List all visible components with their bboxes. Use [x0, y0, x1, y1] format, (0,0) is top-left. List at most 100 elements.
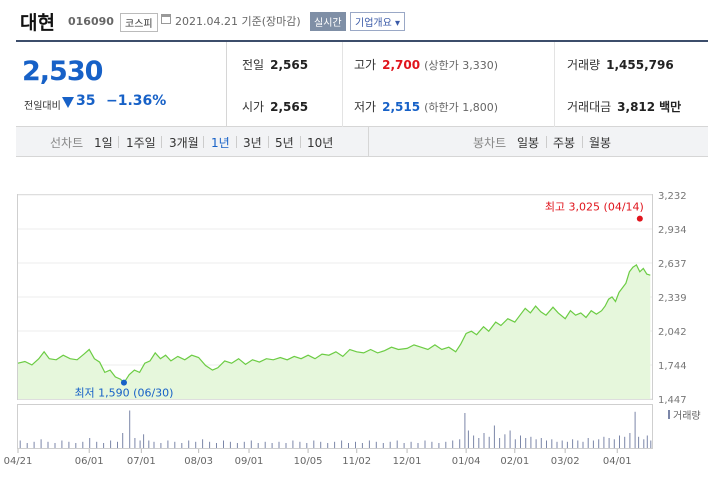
- amount-unit: 백만: [659, 100, 682, 114]
- volume-bar: [117, 441, 118, 449]
- volume-bar: [257, 443, 259, 448]
- amount-label: 거래대금: [567, 100, 612, 114]
- volume-bar: [223, 440, 224, 448]
- volume-bar: [619, 435, 620, 448]
- stock-name: 대현: [20, 12, 55, 34]
- volume-bar: [96, 441, 98, 449]
- tab-daily[interactable]: 일봉: [517, 136, 540, 150]
- prev-close: 전일 2,565: [242, 56, 308, 73]
- x-tick-label: 03/02: [551, 456, 580, 467]
- volume-bar: [382, 443, 384, 448]
- volume-bar: [82, 441, 84, 449]
- volume-bar: [478, 438, 480, 448]
- volume-value: 1,455,796: [606, 58, 674, 72]
- volume-bar: [634, 411, 636, 449]
- tab-1w[interactable]: 1주일: [126, 136, 156, 150]
- volume: 거래량 1,455,796: [567, 56, 674, 73]
- x-tick-label: 08/03: [184, 456, 213, 467]
- y-tick-label: 2,637: [658, 259, 687, 270]
- calendar-icon: [161, 14, 171, 24]
- y-tick-label: 3,232: [658, 191, 687, 202]
- volume-label: 거래량: [567, 58, 601, 72]
- divider: [342, 42, 343, 127]
- high-price: 고가 2,700 (상한가 3,330): [354, 56, 498, 73]
- prev-close-label: 전일: [242, 58, 265, 72]
- tab-1d[interactable]: 1일: [94, 136, 113, 150]
- low-annotation: 최저 1,590 (06/30): [74, 387, 173, 400]
- volume-bar: [643, 439, 645, 449]
- tab-3y[interactable]: 3년: [243, 136, 262, 150]
- volume-bar: [122, 433, 124, 448]
- volume-bar: [148, 440, 150, 448]
- volume-bar: [278, 441, 280, 449]
- volume-bar: [236, 443, 238, 448]
- y-tick-label: 1,744: [658, 361, 687, 372]
- tab-1y[interactable]: 1년: [211, 136, 230, 150]
- volume-bar: [572, 439, 574, 449]
- volume-bar: [603, 436, 605, 449]
- tab-monthly[interactable]: 월봉: [589, 136, 612, 150]
- tab-separator: [203, 136, 204, 148]
- volume-bar: [195, 441, 197, 449]
- volume-bar: [216, 443, 217, 448]
- volume-bar: [473, 435, 475, 448]
- volume-bar: [530, 436, 532, 449]
- volume-bar: [139, 440, 141, 448]
- corp-info-dropdown[interactable]: 기업개요 ▾: [350, 12, 405, 31]
- volume-bar: [464, 413, 466, 448]
- volume-bar: [504, 434, 506, 449]
- volume-legend-swatch: [668, 410, 670, 419]
- prev-close-value: 2,565: [270, 58, 309, 72]
- price-area: [18, 264, 651, 399]
- volume-bar: [264, 441, 266, 449]
- x-tick-label: 11/02: [342, 456, 371, 467]
- amount-value: 3,812: [617, 100, 656, 114]
- x-tick-label: 01/04: [452, 456, 481, 467]
- low-label: 저가: [354, 100, 377, 114]
- volume-bar: [68, 441, 70, 449]
- volume-bar: [499, 438, 501, 448]
- tab-separator: [118, 136, 119, 148]
- volume-bar: [514, 439, 516, 449]
- y-tick-label: 1,447: [658, 395, 687, 406]
- volume-bar: [459, 439, 461, 449]
- tab-3m[interactable]: 3개월: [169, 136, 199, 150]
- tab-separator: [300, 136, 301, 148]
- open-value: 2,565: [270, 100, 309, 114]
- volume-bar: [313, 440, 315, 448]
- volume-bar: [306, 443, 308, 448]
- volume-bar: [410, 441, 412, 449]
- x-tick-label: 06/01: [75, 456, 104, 467]
- volume-bar: [577, 440, 579, 448]
- lower-limit: (하한가 1,800): [424, 101, 498, 114]
- volume-bar: [483, 433, 485, 448]
- current-price: 2,530: [22, 56, 103, 87]
- volume-bar: [26, 443, 28, 448]
- realtime-button[interactable]: 실시간: [310, 12, 346, 31]
- tab-separator: [268, 136, 269, 148]
- tab-separator: [582, 136, 583, 148]
- volume-bar: [403, 443, 405, 448]
- volume-bar: [598, 439, 600, 449]
- volume-bar: [452, 440, 454, 448]
- y-tick-label: 2,934: [658, 225, 687, 236]
- tab-separator: [161, 136, 162, 148]
- volume-bar: [89, 438, 91, 448]
- volume-bar: [540, 438, 542, 448]
- high-point-marker: [636, 215, 643, 222]
- volume-bar: [613, 439, 615, 449]
- volume-bar: [285, 443, 287, 448]
- tab-5y[interactable]: 5년: [275, 136, 294, 150]
- volume-bar: [110, 440, 112, 448]
- volume-bar: [551, 439, 553, 449]
- tab-10y[interactable]: 10년: [307, 136, 334, 150]
- volume-bar: [54, 443, 56, 448]
- y-tick-label: 2,339: [658, 293, 687, 304]
- stock-header: 대현 016090 코스피 2021.04.21 기준(장마감) 실시간 기업개…: [0, 0, 710, 40]
- change-percent: −1.36%: [106, 93, 167, 109]
- volume-bar: [167, 440, 169, 448]
- x-tick-label: 04/01: [603, 456, 632, 467]
- tab-weekly[interactable]: 주봉: [553, 136, 576, 150]
- down-arrow-icon: [62, 97, 74, 108]
- volume-bar: [587, 438, 589, 448]
